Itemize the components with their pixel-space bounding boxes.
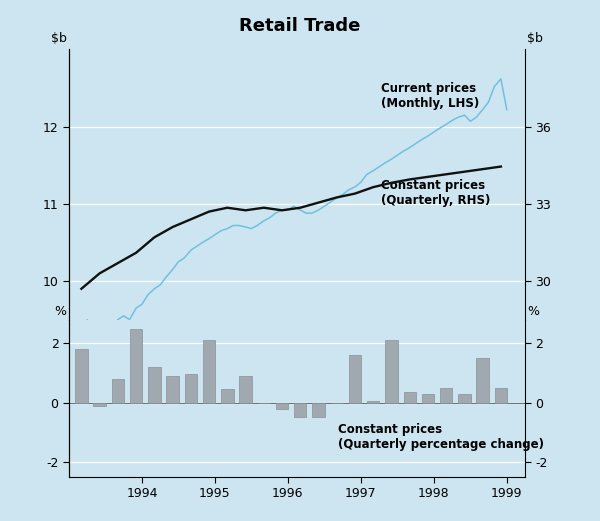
Text: Current prices
(Monthly, LHS): Current prices (Monthly, LHS) bbox=[382, 82, 479, 110]
Bar bbox=[294, 403, 307, 417]
Bar bbox=[276, 403, 288, 408]
Bar bbox=[112, 379, 124, 403]
Bar bbox=[166, 376, 179, 403]
Text: Constant prices
(Quarterly, RHS): Constant prices (Quarterly, RHS) bbox=[382, 179, 491, 207]
Bar bbox=[385, 340, 398, 403]
Bar bbox=[440, 388, 452, 403]
Bar bbox=[130, 329, 142, 403]
Bar bbox=[349, 355, 361, 403]
Bar bbox=[422, 394, 434, 403]
Bar bbox=[185, 375, 197, 403]
Bar bbox=[239, 376, 252, 403]
Bar bbox=[404, 392, 416, 403]
Bar bbox=[148, 367, 161, 403]
Bar bbox=[75, 349, 88, 403]
Bar bbox=[367, 401, 379, 403]
Text: %: % bbox=[527, 305, 539, 318]
Text: Retail Trade: Retail Trade bbox=[239, 17, 361, 35]
Bar bbox=[94, 403, 106, 406]
Text: %: % bbox=[55, 305, 67, 318]
Text: $b: $b bbox=[527, 32, 543, 45]
Bar bbox=[458, 394, 470, 403]
Bar bbox=[495, 388, 507, 403]
Text: Constant prices
(Quarterly percentage change): Constant prices (Quarterly percentage ch… bbox=[338, 423, 544, 451]
Text: $b: $b bbox=[51, 32, 67, 45]
Bar bbox=[203, 340, 215, 403]
Bar bbox=[221, 389, 233, 403]
Bar bbox=[313, 403, 325, 417]
Bar bbox=[476, 358, 489, 403]
